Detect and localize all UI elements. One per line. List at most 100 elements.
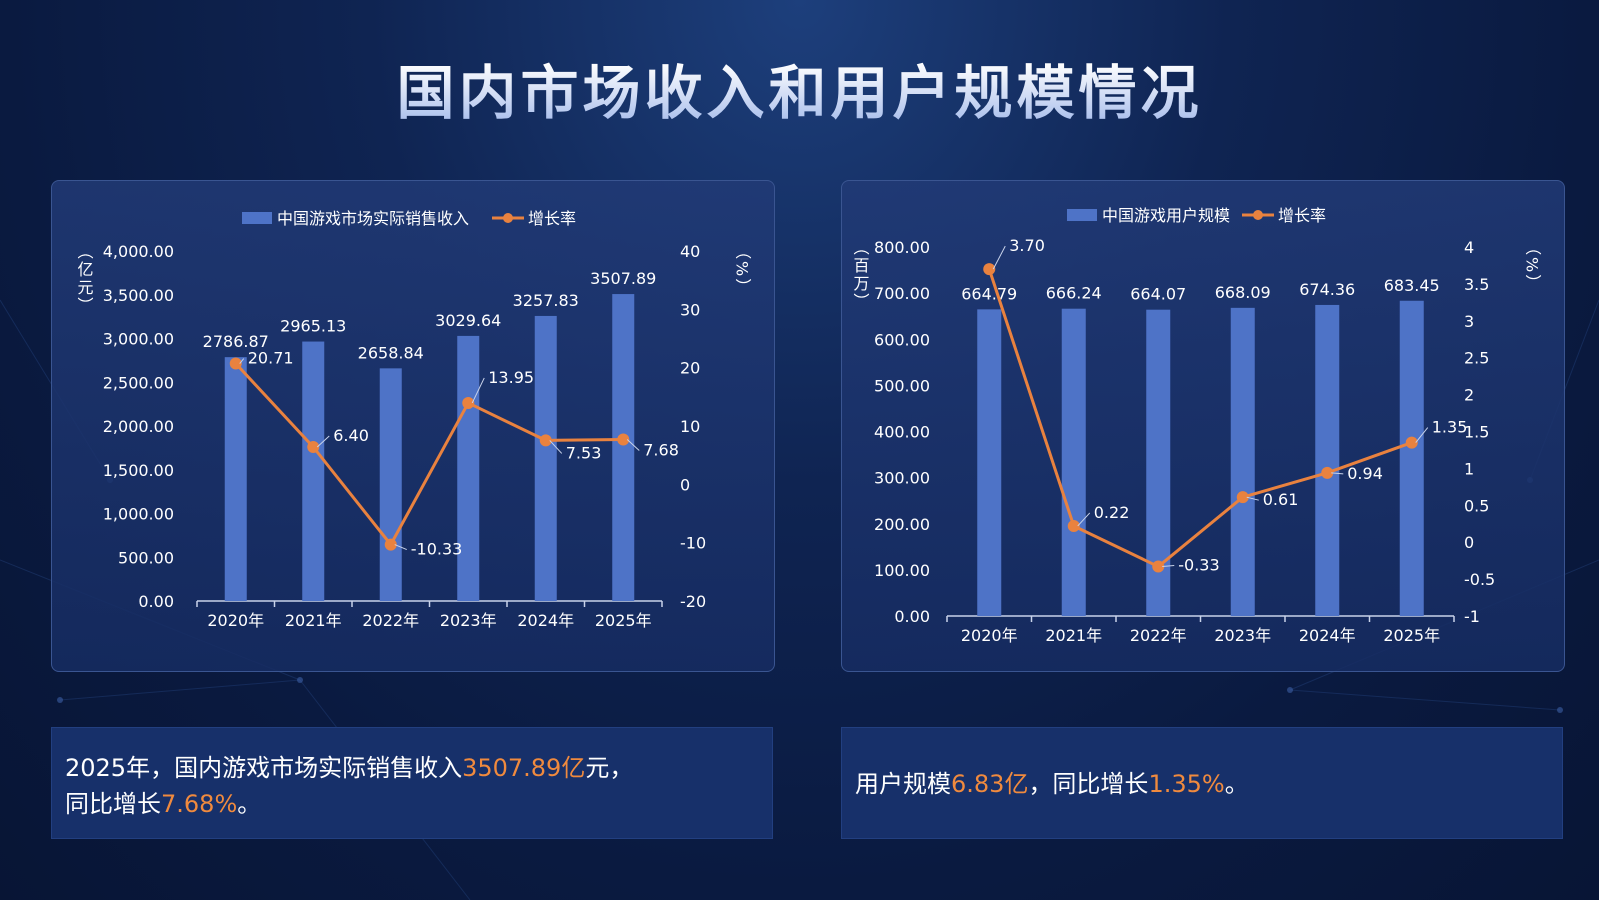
caption-highlight-users: 6.83亿: [951, 770, 1029, 798]
right-axis-tick: 1: [1464, 459, 1474, 478]
left-axis-tick: 500.00: [118, 548, 174, 567]
bar: [1230, 307, 1255, 616]
legend-line-marker: [1253, 210, 1263, 220]
caption-highlight-revenue: 3507.89亿: [462, 754, 586, 782]
right-axis-tick: 0: [1464, 533, 1474, 552]
left-axis-tick: 700.00: [874, 284, 930, 303]
growth-point: [1152, 560, 1165, 573]
growth-value-label: -0.33: [1178, 556, 1219, 575]
right-axis-tick: 4: [1464, 238, 1474, 257]
bar-value-label: 2658.84: [358, 343, 424, 362]
legend-bar-label: 中国游戏用户规模: [1102, 206, 1230, 225]
caption-text: 同比增长: [65, 790, 161, 818]
growth-label-leader: [1331, 472, 1344, 475]
right-axis-unit: （%）: [1523, 239, 1542, 292]
caption-highlight-growth: 1.35%: [1148, 770, 1225, 798]
left-axis-tick: 500.00: [874, 376, 930, 395]
growth-label-leader: [992, 245, 1006, 270]
x-axis-label: 2024年: [1299, 626, 1356, 645]
right-axis-tick: 3: [1464, 312, 1474, 331]
left-axis-tick: 0.00: [138, 592, 174, 611]
right-axis-tick: 2: [1464, 386, 1474, 405]
bar-value-label: 664.79: [961, 284, 1017, 303]
growth-label-leader: [1415, 427, 1429, 443]
right-axis-tick: 0: [680, 475, 690, 494]
bar: [1061, 308, 1086, 616]
caption-text: 2025年，国内游戏市场实际销售收入: [65, 754, 463, 782]
bar-value-label: 683.45: [1384, 276, 1440, 295]
right-axis-tick: 30: [680, 300, 700, 319]
bar-value-label: 3029.64: [435, 311, 501, 330]
users-chart: 中国游戏用户规模 增长率 （百万） （%） 0.00 100.00 200.00 300.00…: [851, 206, 1542, 645]
growth-value-label: 20.71: [248, 349, 294, 368]
left-axis-tick: 2,500.00: [103, 373, 174, 392]
x-axis-label: 2025年: [1383, 626, 1440, 645]
growth-point: [1236, 491, 1249, 504]
x-axis-label: 2022年: [1130, 626, 1187, 645]
left-axis-unit: （亿元）: [75, 243, 94, 315]
left-axis-unit: （百万）: [851, 239, 870, 311]
growth-label-leader: [1162, 565, 1175, 568]
x-axis-label: 2021年: [285, 611, 342, 630]
revenue-chart: 中国游戏市场实际销售收入 增长率 （亿元） （%） 0.00 500.00 1,000.00…: [75, 209, 752, 630]
x-axis-label: 2020年: [207, 611, 264, 630]
bar-value-label: 2965.13: [280, 317, 346, 336]
revenue-caption: 2025年，国内游戏市场实际销售收入3507.89亿元， 同比增长7.68%。: [51, 727, 773, 839]
right-axis-tick: -0.5: [1464, 570, 1495, 589]
growth-value-label: 7.68: [643, 441, 679, 460]
left-axis-tick: 2,000.00: [103, 417, 174, 436]
bar: [1399, 300, 1424, 616]
x-axis-label: 2025年: [595, 611, 652, 630]
growth-point: [983, 263, 996, 276]
caption-highlight-growth: 7.68%: [161, 790, 238, 818]
bar: [1315, 304, 1340, 616]
x-axis-label: 2023年: [1214, 626, 1271, 645]
growth-value-label: 0.22: [1094, 503, 1130, 522]
x-axis-label: 2020年: [961, 626, 1018, 645]
legend-bar-swatch: [242, 212, 272, 224]
growth-point: [617, 433, 630, 446]
growth-value-label: 13.95: [488, 368, 534, 387]
right-axis-tick: 2.5: [1464, 349, 1489, 368]
revenue-chart-panel: 中国游戏市场实际销售收入 增长率 （亿元） （%） 0.00 500.00 1,000.00…: [51, 180, 775, 672]
bar: [224, 357, 247, 601]
right-axis-tick: 3.5: [1464, 275, 1489, 294]
left-axis-tick: 0.00: [894, 607, 930, 626]
growth-value-label: 6.40: [333, 426, 369, 445]
left-axis-tick: 300.00: [874, 469, 930, 488]
growth-point: [1321, 466, 1334, 479]
growth-point: [384, 538, 397, 551]
x-axis-label: 2023年: [440, 611, 497, 630]
growth-value-label: 3.70: [1009, 236, 1045, 255]
legend-line-label: 增长率: [528, 209, 576, 228]
users-chart-panel: 中国游戏用户规模 增长率 （百万） （%） 0.00 100.00 200.00 300.00…: [841, 180, 1565, 672]
bar: [534, 315, 557, 601]
left-axis-tick: 100.00: [874, 561, 930, 580]
left-axis-tick: 1,000.00: [103, 505, 174, 524]
x-axis-label: 2024年: [517, 611, 574, 630]
growth-value-label: 0.61: [1263, 490, 1299, 509]
bar: [302, 341, 325, 601]
right-axis-tick: -10: [680, 534, 706, 553]
growth-label-leader: [394, 544, 407, 551]
legend-bar-label: 中国游戏市场实际销售收入: [277, 209, 469, 228]
growth-point: [539, 434, 552, 447]
growth-label-leader: [1246, 496, 1259, 501]
left-axis-tick: 400.00: [874, 423, 930, 442]
growth-point: [462, 396, 475, 409]
legend-line-marker: [503, 213, 513, 223]
growth-label-leader: [549, 440, 563, 454]
growth-label-leader: [626, 439, 640, 451]
bar-value-label: 666.24: [1046, 284, 1102, 303]
growth-value-label: 7.53: [566, 443, 602, 462]
growth-value-label: -10.33: [411, 540, 463, 559]
legend-bar-swatch: [1067, 209, 1097, 221]
caption-text: 。: [237, 790, 262, 818]
left-axis-tick: 1,500.00: [103, 461, 174, 480]
right-axis-unit: （%）: [733, 243, 752, 296]
users-caption: 用户规模6.83亿，同比增长1.35%。: [841, 727, 1563, 839]
right-axis-tick: 1.5: [1464, 423, 1489, 442]
bar-value-label: 2786.87: [203, 332, 269, 351]
left-axis-tick: 600.00: [874, 330, 930, 349]
growth-label-leader: [1077, 512, 1091, 527]
